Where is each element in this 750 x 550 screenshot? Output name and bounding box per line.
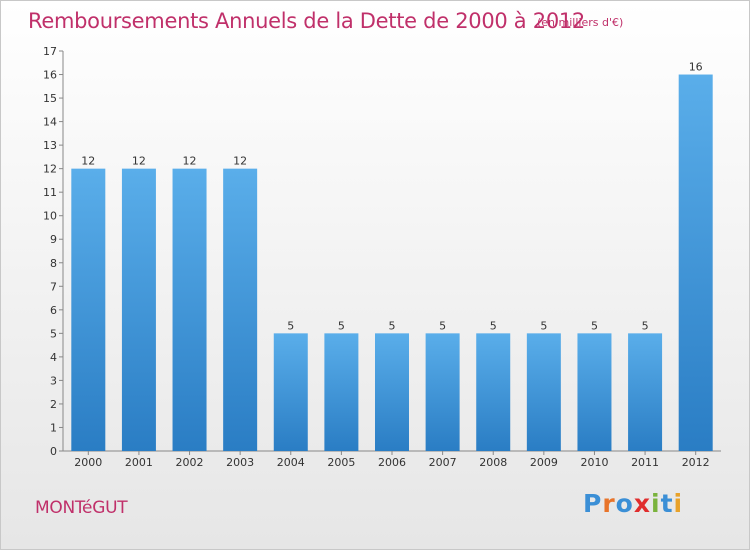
y-tick-label: 14 <box>43 116 57 129</box>
x-tick-label: 2008 <box>479 456 507 469</box>
y-tick-label: 5 <box>50 327 57 340</box>
bar <box>71 168 106 451</box>
data-label: 5 <box>591 319 598 332</box>
y-tick-label: 13 <box>43 139 57 152</box>
x-tick-label: 2002 <box>176 456 204 469</box>
data-label: 12 <box>183 155 197 168</box>
data-label: 5 <box>287 319 294 332</box>
bar <box>678 74 713 451</box>
y-tick-label: 1 <box>50 421 57 434</box>
bar <box>273 333 308 451</box>
y-tick-label: 9 <box>50 233 57 246</box>
x-tick-label: 2004 <box>277 456 305 469</box>
x-tick-label: 2009 <box>530 456 558 469</box>
y-tick-label: 15 <box>43 92 57 105</box>
y-tick-label: 6 <box>50 304 57 317</box>
bar <box>324 333 359 451</box>
proxiti-logo: Proxiti <box>583 489 684 518</box>
x-tick-label: 2005 <box>327 456 355 469</box>
x-tick-label: 2003 <box>226 456 254 469</box>
y-tick-label: 17 <box>43 45 57 58</box>
x-tick-label: 2010 <box>580 456 608 469</box>
x-tick-label: 2006 <box>378 456 406 469</box>
y-tick-label: 0 <box>50 445 57 458</box>
y-tick-label: 10 <box>43 210 57 223</box>
bar <box>172 168 207 451</box>
y-tick-label: 12 <box>43 163 57 176</box>
x-tick-label: 2012 <box>682 456 710 469</box>
data-label: 12 <box>233 155 247 168</box>
data-label: 5 <box>389 319 396 332</box>
chart-title: Remboursements Annuels de la Dette de 20… <box>28 9 585 33</box>
bar <box>425 333 460 451</box>
data-label: 5 <box>439 319 446 332</box>
x-tick-label: 2007 <box>429 456 457 469</box>
y-tick-label: 7 <box>50 280 57 293</box>
data-label: 5 <box>540 319 547 332</box>
data-label: 5 <box>642 319 649 332</box>
data-label: 5 <box>338 319 345 332</box>
bar <box>375 333 409 451</box>
unit-note: (en milliers d'€) <box>537 16 624 29</box>
data-label: 16 <box>689 61 703 74</box>
y-tick-label: 8 <box>50 257 57 270</box>
bar <box>476 333 511 451</box>
data-label: 12 <box>132 155 146 168</box>
bar <box>223 168 258 451</box>
x-tick-label: 2011 <box>631 456 659 469</box>
commune-name: MONTéGUT <box>35 498 128 518</box>
bar <box>526 333 561 451</box>
bar <box>577 333 612 451</box>
x-tick-label: 2001 <box>125 456 153 469</box>
data-label: 12 <box>81 155 95 168</box>
bar <box>121 168 156 451</box>
y-tick-label: 16 <box>43 69 57 82</box>
bar <box>628 333 663 451</box>
y-tick-label: 2 <box>50 398 57 411</box>
y-tick-label: 3 <box>50 374 57 387</box>
y-tick-label: 4 <box>50 351 57 364</box>
y-tick-label: 11 <box>43 186 57 199</box>
data-label: 5 <box>490 319 497 332</box>
x-tick-label: 2000 <box>74 456 102 469</box>
